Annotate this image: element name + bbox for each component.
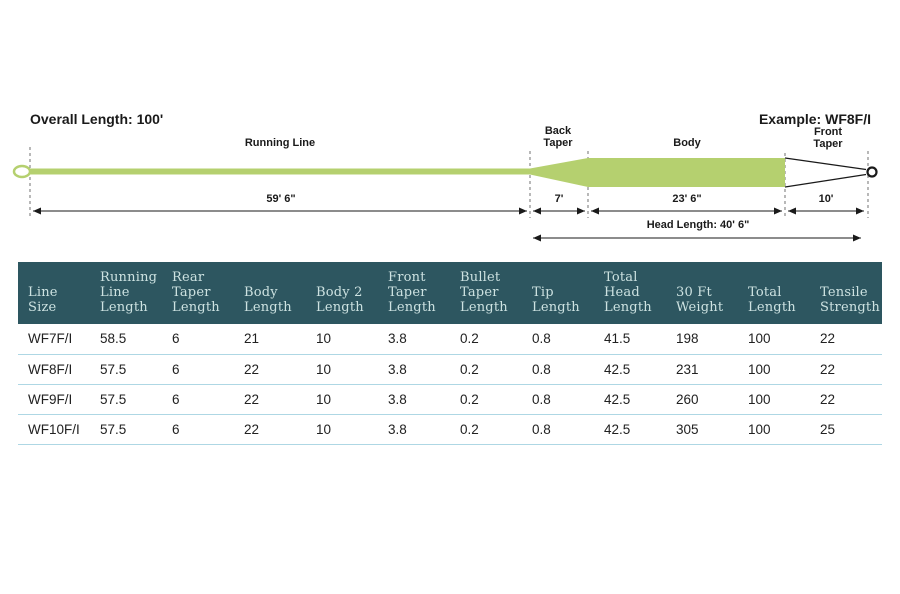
col-header-total-head-length: Total Head Length: [594, 262, 666, 325]
table-row: WF7F/I 58.5 6 21 10 3.8 0.2 0.8 41.5 198…: [18, 324, 882, 355]
cell-value: 100: [738, 414, 810, 445]
col-header-line-size: Line Size: [18, 262, 90, 325]
cell-value: 21: [234, 324, 306, 355]
cell-value: 3.8: [378, 354, 450, 385]
cell-value: 57.5: [90, 414, 162, 445]
col-header-tensile-strength: Tensile Strength: [810, 262, 882, 325]
running-line-shape: [30, 168, 530, 175]
cell-value: 0.8: [522, 384, 594, 415]
taper-diagram-canvas: [12, 147, 878, 242]
body-shape: [588, 158, 785, 187]
front-taper-label: Front Taper: [813, 126, 843, 150]
overall-length-label: Overall Length: 100': [30, 111, 164, 127]
table-row: WF8F/I 57.5 6 22 10 3.8 0.2 0.8 42.5 231…: [18, 354, 882, 385]
cell-value: 198: [666, 324, 738, 355]
cell-value: 22: [810, 354, 882, 385]
cell-value: 0.2: [450, 414, 522, 445]
cell-value: 231: [666, 354, 738, 385]
cell-value: 10: [306, 414, 378, 445]
cell-value: 22: [234, 354, 306, 385]
cell-value: 0.8: [522, 324, 594, 355]
cell-value: 6: [162, 354, 234, 385]
cell-value: 100: [738, 384, 810, 415]
cell-value: 305: [666, 414, 738, 445]
col-header-rear-taper-length: Rear Taper Length: [162, 262, 234, 325]
body-label: Body: [673, 137, 701, 149]
cell-value: 3.8: [378, 384, 450, 415]
body-dimension: 23' 6": [672, 193, 702, 205]
cell-value: 6: [162, 384, 234, 415]
table-row: WF10F/I 57.5 6 22 10 3.8 0.2 0.8 42.5 30…: [18, 414, 882, 445]
col-header-bullet-taper-length: Bullet Taper Length: [450, 262, 522, 325]
cell-value: 57.5: [90, 384, 162, 415]
cell-value: 100: [738, 354, 810, 385]
table-row: WF9F/I 57.5 6 22 10 3.8 0.2 0.8 42.5 260…: [18, 384, 882, 415]
cell-value: 260: [666, 384, 738, 415]
cell-value: 3.8: [378, 414, 450, 445]
cell-line-size: WF7F/I: [18, 324, 90, 355]
cell-line-size: WF9F/I: [18, 384, 90, 415]
cell-value: 22: [810, 324, 882, 355]
fly-line-taper-diagram: Overall Length: 100' Example: WF8F/I Run…: [0, 0, 900, 260]
cell-value: 100: [738, 324, 810, 355]
back-taper-label: Back Taper: [543, 125, 573, 149]
col-header-body2-length: Body 2 Length: [306, 262, 378, 325]
front-taper-bottom-line: [784, 173, 867, 188]
cell-value: 0.8: [522, 354, 594, 385]
col-header-body-length: Body Length: [234, 262, 306, 325]
cell-value: 42.5: [594, 384, 666, 415]
cell-value: 22: [234, 414, 306, 445]
tip-loop: [866, 166, 878, 178]
cell-value: 42.5: [594, 414, 666, 445]
head-length-dimension: Head Length: 40' 6": [646, 219, 750, 231]
col-header-total-length: Total Length: [738, 262, 810, 325]
cell-value: 6: [162, 324, 234, 355]
cell-value: 3.8: [378, 324, 450, 355]
rear-welded-loop: [12, 164, 32, 179]
cell-value: 0.2: [450, 384, 522, 415]
col-header-30ft-weight: 30 Ft Weight: [666, 262, 738, 325]
cell-value: 0.2: [450, 324, 522, 355]
col-header-running-line-length: Running Line Length: [90, 262, 162, 325]
back-taper-shape: [530, 158, 588, 187]
table-header-row: Line Size Running Line Length Rear Taper…: [18, 262, 882, 325]
running-line-label: Running Line: [244, 137, 316, 149]
cell-line-size: WF10F/I: [18, 414, 90, 445]
cell-value: 10: [306, 324, 378, 355]
front-taper-top-line: [784, 157, 867, 171]
cell-value: 0.8: [522, 414, 594, 445]
col-header-front-taper-length: Front Taper Length: [378, 262, 450, 325]
cell-value: 22: [234, 384, 306, 415]
cell-value: 57.5: [90, 354, 162, 385]
running-line-dimension: 59' 6": [266, 193, 296, 205]
cell-value: 10: [306, 354, 378, 385]
line-spec-table: Line Size Running Line Length Rear Taper…: [18, 262, 882, 445]
back-taper-dimension: 7': [554, 193, 564, 205]
cell-value: 42.5: [594, 354, 666, 385]
cell-value: 0.2: [450, 354, 522, 385]
col-header-tip-length: Tip Length: [522, 262, 594, 325]
cell-value: 22: [810, 384, 882, 415]
cell-value: 10: [306, 384, 378, 415]
front-taper-dimension: 10': [818, 193, 834, 205]
example-label: Example: WF8F/I: [758, 111, 871, 127]
cell-value: 6: [162, 414, 234, 445]
cell-value: 25: [810, 414, 882, 445]
cell-value: 41.5: [594, 324, 666, 355]
cell-line-size: WF8F/I: [18, 354, 90, 385]
cell-value: 58.5: [90, 324, 162, 355]
